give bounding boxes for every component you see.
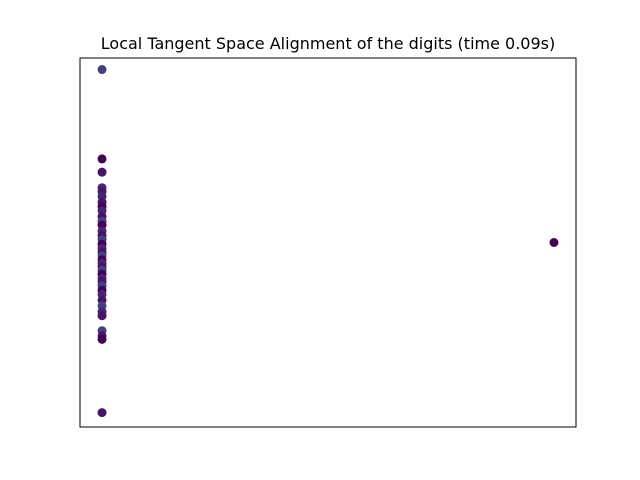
data-point (97, 334, 107, 344)
plot-frame (79, 57, 577, 428)
data-point (97, 408, 107, 418)
chart-title: Local Tangent Space Alignment of the dig… (101, 34, 555, 53)
data-point (97, 167, 107, 177)
data-point (97, 154, 107, 164)
data-point (549, 238, 559, 247)
data-point (97, 311, 107, 321)
data-point (97, 65, 107, 75)
points-layer (97, 65, 559, 418)
